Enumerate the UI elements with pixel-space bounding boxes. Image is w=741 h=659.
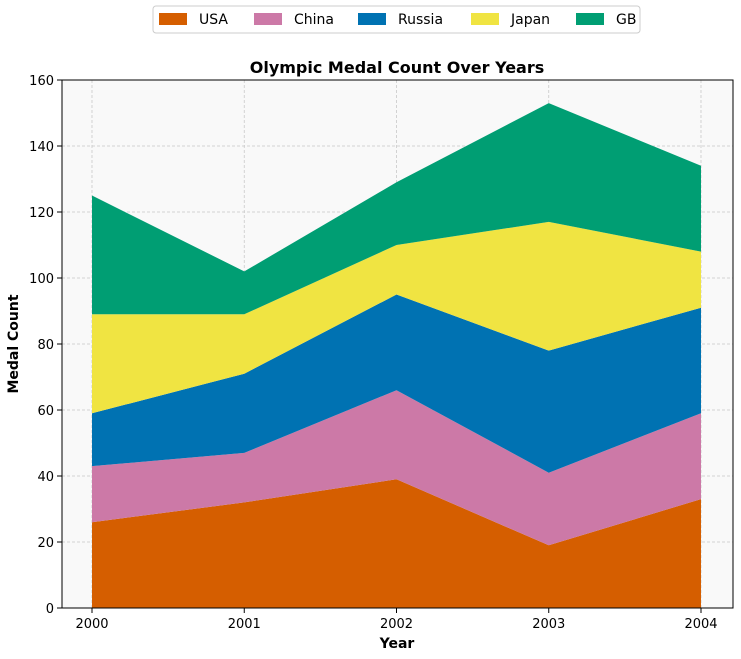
legend-swatch-usa — [159, 13, 187, 25]
y-tick-label: 120 — [29, 206, 54, 221]
x-axis-ticks: 2000 2001 2002 2003 2004 — [75, 608, 718, 632]
y-axis-label: Medal Count — [6, 294, 22, 393]
legend-label-gb: GB — [616, 12, 636, 28]
legend-label-russia: Russia — [398, 12, 443, 28]
y-tick-label: 60 — [37, 404, 54, 419]
x-axis-label: Year — [379, 636, 415, 652]
x-tick-label: 2001 — [228, 617, 261, 632]
legend-label-usa: USA — [199, 12, 228, 28]
x-tick-label: 2002 — [380, 617, 413, 632]
area-japan — [92, 221, 701, 414]
x-tick-label: 2004 — [684, 617, 717, 632]
legend-label-china: China — [294, 12, 334, 28]
y-tick-label: 80 — [37, 338, 54, 353]
y-tick-label: 0 — [46, 602, 54, 617]
y-tick-label: 20 — [37, 536, 54, 551]
chart-title: Olympic Medal Count Over Years — [250, 58, 545, 77]
legend-swatch-russia — [358, 13, 386, 25]
legend-label-japan: Japan — [510, 12, 550, 28]
legend-frame — [152, 5, 641, 34]
legend: USA China Russia Japan GB — [152, 5, 641, 34]
legend-swatch-japan — [471, 13, 499, 25]
legend-swatch-gb — [576, 13, 604, 25]
area-russia — [92, 294, 701, 473]
y-tick-label: 40 — [37, 470, 54, 485]
area-gb — [92, 103, 701, 315]
area-series — [92, 103, 701, 608]
y-tick-label: 160 — [29, 74, 54, 89]
area-china — [92, 390, 701, 546]
y-axis-ticks: 0 20 40 60 80 100 120 140 160 — [29, 74, 62, 617]
x-tick-label: 2000 — [75, 617, 108, 632]
legend-swatch-china — [254, 13, 282, 25]
y-tick-label: 100 — [29, 272, 54, 287]
area-usa — [92, 479, 701, 608]
y-tick-label: 140 — [29, 140, 54, 155]
x-tick-label: 2003 — [532, 617, 565, 632]
